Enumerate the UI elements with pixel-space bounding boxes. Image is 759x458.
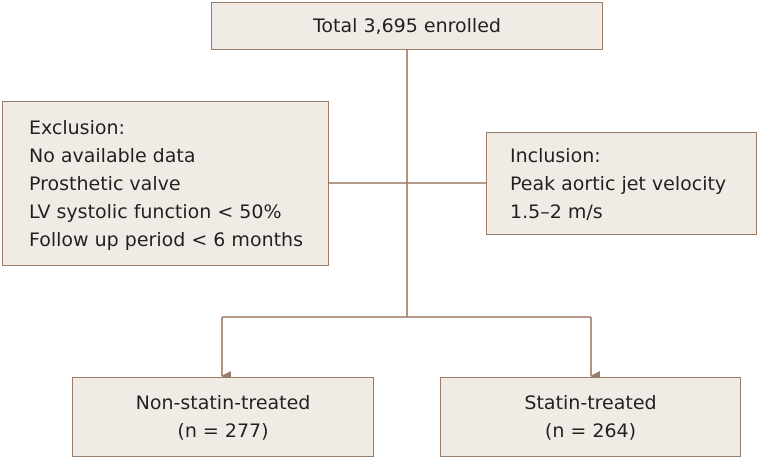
total-enrolled-box: Total 3,695 enrolled bbox=[211, 2, 603, 50]
non-statin-label: Non-statin-treated bbox=[135, 392, 311, 414]
inclusion-heading: Inclusion: bbox=[510, 144, 601, 167]
exclusion-heading: Exclusion: bbox=[29, 116, 125, 139]
total-enrolled-text: Total 3,695 enrolled bbox=[313, 15, 501, 37]
non-statin-box: Non-statin-treated (n = 277) bbox=[72, 377, 374, 457]
exclusion-criterion: No available data bbox=[29, 144, 196, 167]
exclusion-box: Exclusion: No available data Prosthetic … bbox=[2, 101, 329, 266]
exclusion-criterion: LV systolic function < 50% bbox=[29, 200, 282, 223]
inclusion-criterion: Peak aortic jet velocity bbox=[510, 172, 727, 195]
non-statin-count: (n = 277) bbox=[177, 420, 269, 442]
statin-label: Statin-treated bbox=[524, 392, 657, 414]
inclusion-box: Inclusion: Peak aortic jet velocity 1.5–… bbox=[486, 132, 757, 235]
statin-box: Statin-treated (n = 264) bbox=[440, 377, 741, 457]
exclusion-criterion: Follow up period < 6 months bbox=[29, 228, 303, 251]
inclusion-criterion: 1.5–2 m/s bbox=[510, 200, 603, 223]
exclusion-criterion: Prosthetic valve bbox=[29, 172, 181, 195]
statin-count: (n = 264) bbox=[544, 420, 637, 442]
